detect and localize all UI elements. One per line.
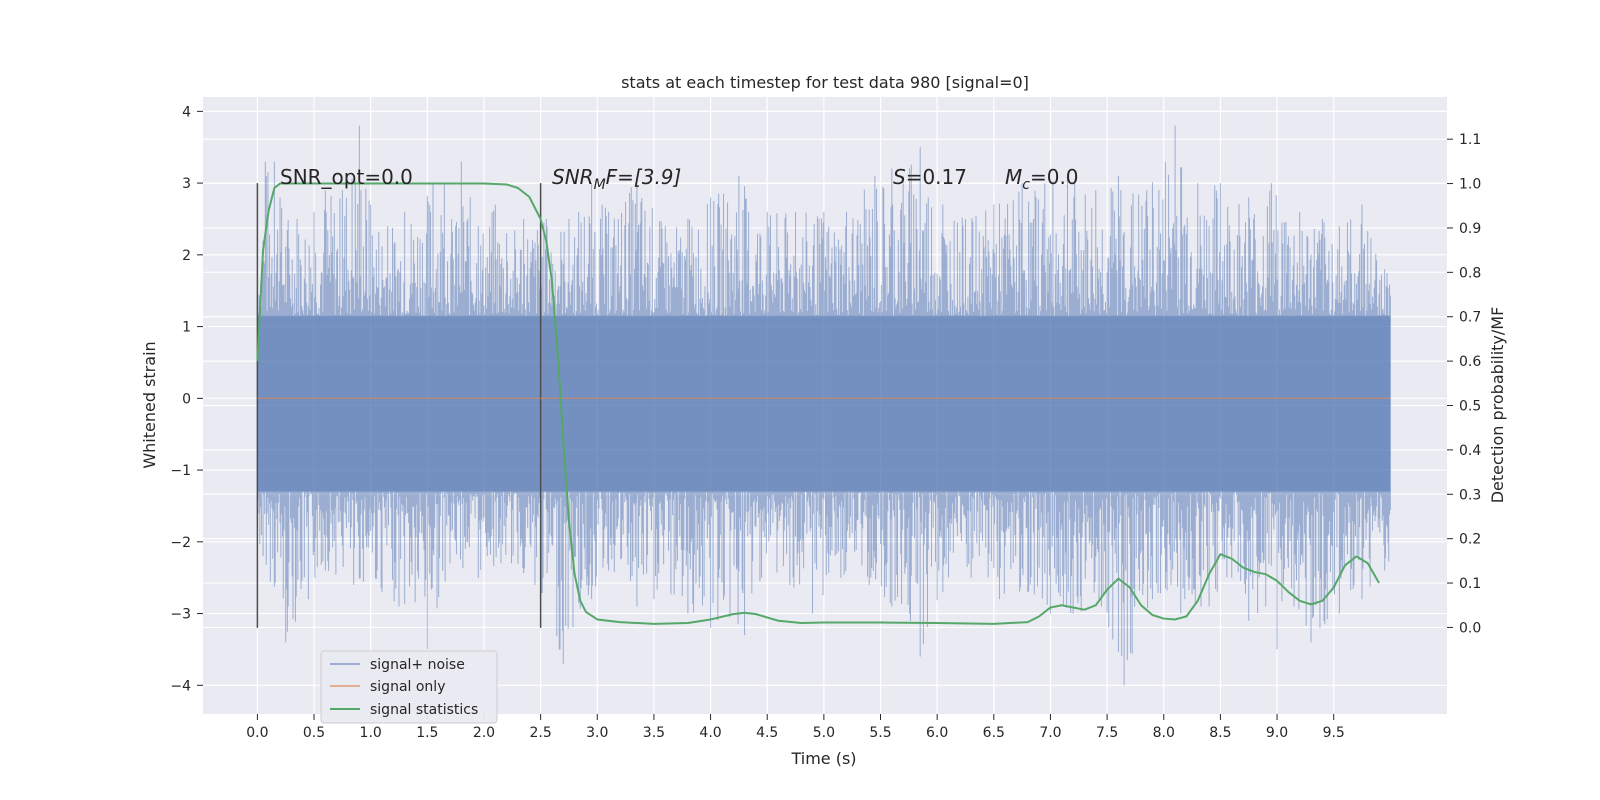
x-tick-label: 5.0 [813,725,835,741]
y2-tick-label: 1.0 [1459,177,1481,193]
signal-plus-noise-series [256,125,1391,686]
x-tick-label: 1.0 [360,725,382,741]
y2-axis-ticks: 1.1 1.0 0.9 0.8 0.7 0.6 0.5 0.4 0.3 0.2 0.1 0.0 [1447,132,1481,636]
x-tick-label: 2.5 [529,725,551,741]
x-tick-label: 9.5 [1323,725,1345,741]
y2-tick-label: 0.8 [1459,265,1481,281]
mc-sub: c [1022,177,1030,193]
x-tick-label: 9.0 [1266,725,1288,741]
y-tick-label: −1 [170,463,191,479]
snr-mf-base: SNR [552,165,594,189]
mc-var: M [1005,165,1022,189]
x-tick-label: 6.5 [983,725,1005,741]
annotation-snr-mf: SNRMF=[3.9] [552,165,681,193]
x-tick-label: 8.5 [1209,725,1231,741]
x-tick-label: 1.5 [416,725,438,741]
x-tick-label: 3.0 [586,725,608,741]
y-axis-label: Whitened strain [140,341,159,468]
x-tick-label: 6.0 [926,725,948,741]
snr-mf-sub: M [594,177,606,193]
marker-lines [256,183,542,628]
y2-tick-label: 0.0 [1459,620,1481,636]
chart-title: stats at each timestep for test data 980… [621,73,1029,92]
annotation-s: S=0.17 [893,165,967,189]
x-tick-label: 0.0 [246,725,268,741]
legend-label-signal-only: signal only [370,679,445,695]
x-tick-label: 0.5 [303,725,325,741]
x-tick-label: 5.5 [869,725,891,741]
legend: signal+ noise signal only signal statist… [320,650,498,724]
y-tick-label: 1 [182,320,191,336]
y-tick-label: 0 [182,391,191,407]
y2-tick-label: 0.1 [1459,576,1481,592]
signal-statistics-series [256,182,1380,625]
annotation-mc: Mc=0.0 [1005,165,1079,193]
x-tick-label: 7.5 [1096,725,1118,741]
y-tick-label: 2 [182,248,191,264]
y2-axis-label: Detection probability/MF [1488,307,1507,504]
x-tick-label: 2.0 [473,725,495,741]
x-tick-label: 7.0 [1039,725,1061,741]
y2-tick-label: 0.3 [1459,487,1481,503]
y-tick-label: 3 [182,176,191,192]
x-axis-ticks: 0.0 0.5 1.0 1.5 2.0 2.5 3.0 3.5 4.0 4.5 5.0 5.5 6.0 6… [246,714,1345,741]
y2-tick-label: 0.2 [1459,532,1481,548]
y2-tick-label: 0.7 [1459,310,1481,326]
s-var: S [893,165,906,189]
y2-tick-label: 1.1 [1459,132,1481,148]
x-tick-label: 4.0 [699,725,721,741]
x-tick-label: 3.5 [643,725,665,741]
legend-box [320,650,498,724]
snr-mf-rest-f: F=[3.9] [606,165,682,189]
mc-val: =0.0 [1030,165,1079,189]
x-tick-label: 4.5 [756,725,778,741]
y-tick-label: −2 [170,535,191,551]
y2-tick-label: 0.6 [1459,354,1481,370]
y-tick-label: −3 [170,607,191,623]
s-val: =0.17 [906,165,967,189]
signal-statistics-line [256,182,1380,625]
legend-label-signal-statistics: signal statistics [370,702,478,718]
legend-label-signal-noise: signal+ noise [370,657,465,673]
y2-tick-label: 0.4 [1459,443,1481,459]
y-tick-label: −4 [170,678,191,694]
y2-tick-label: 0.9 [1459,221,1481,237]
y-axis-ticks: 4 3 2 1 0 −1 −2 −3 −4 [170,104,203,694]
annotation-snr-opt: SNR_opt=0.0 [280,165,413,189]
x-tick-label: 8.0 [1153,725,1175,741]
x-axis-label: Time (s) [790,749,856,768]
y2-tick-label: 0.5 [1459,399,1481,415]
y-tick-label: 4 [182,104,191,120]
